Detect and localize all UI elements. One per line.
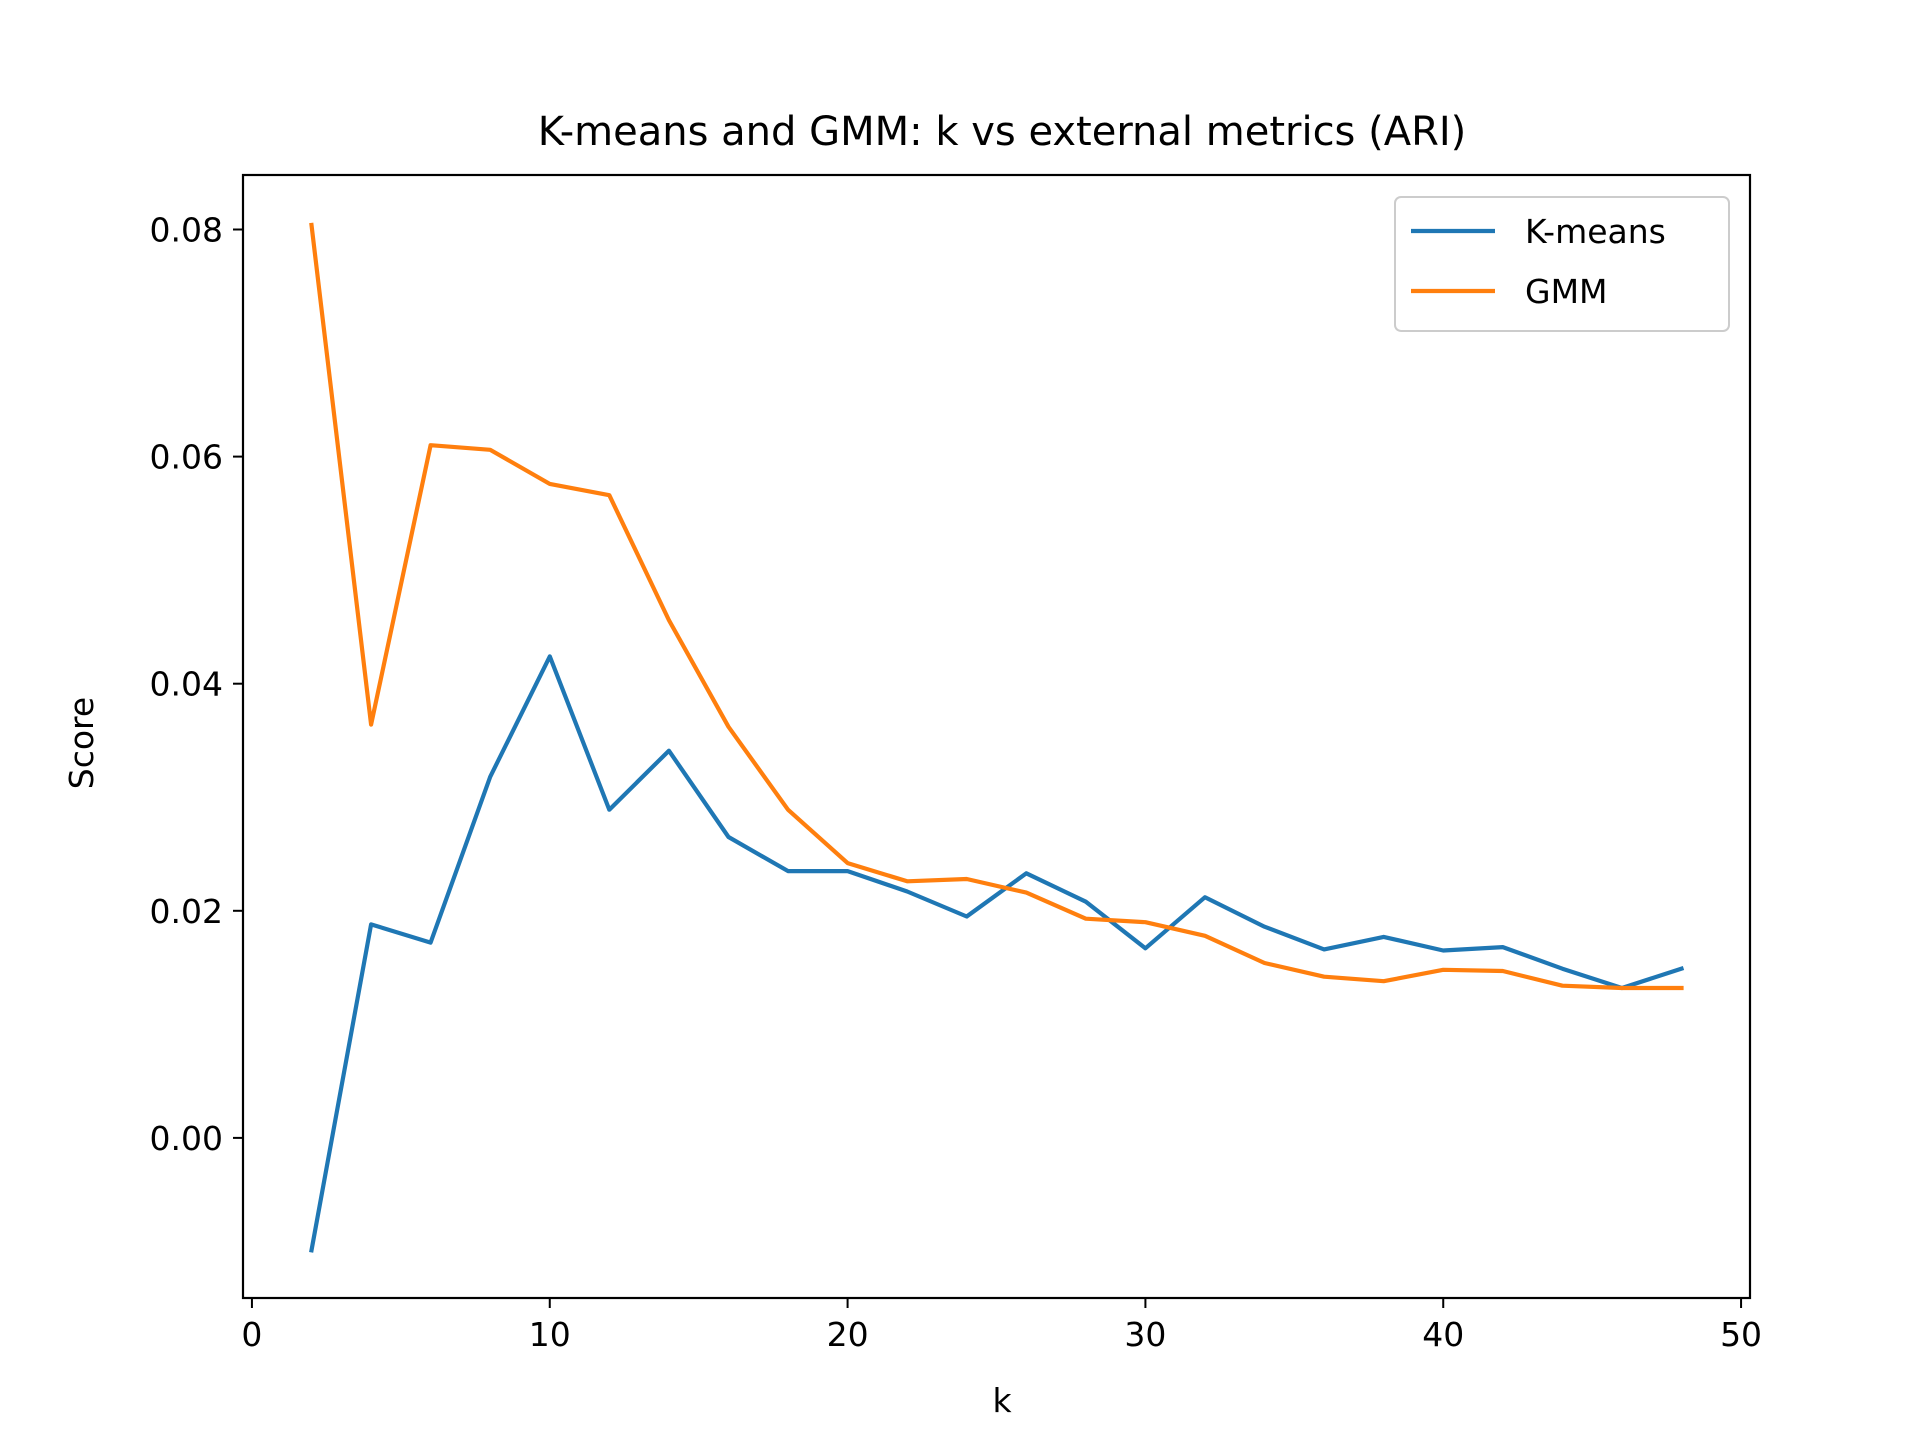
x-tick-label: 40 <box>1422 1315 1464 1354</box>
y-tick-label: 0.00 <box>150 1119 223 1158</box>
legend: K-means GMM <box>1394 196 1730 332</box>
legend-label-gmm: GMM <box>1525 272 1608 311</box>
chart-title: K-means and GMM: k vs external metrics (… <box>538 109 1467 155</box>
x-tick-label: 20 <box>827 1315 869 1354</box>
x-axis-label: k <box>992 1381 1012 1420</box>
y-axis-label: Score <box>62 697 101 789</box>
legend-label-kmeans: K-means <box>1525 212 1666 251</box>
plot-area: 0 10 20 30 40 50 0.00 0.02 0.04 0.06 0.08 <box>150 173 1762 1354</box>
y-tick-label: 0.06 <box>150 438 223 477</box>
x-tick-label: 30 <box>1124 1315 1166 1354</box>
x-tick-label: 10 <box>529 1315 571 1354</box>
series-line-gmm <box>309 222 1684 991</box>
x-tick-label: 0 <box>241 1315 262 1354</box>
y-tick-label: 0.04 <box>150 665 223 704</box>
series-line-kmeans <box>309 654 1685 1253</box>
y-tick-label: 0.08 <box>150 211 223 250</box>
axes-frame <box>241 173 1752 1300</box>
y-tick-label: 0.02 <box>150 892 223 931</box>
x-tick-label: 50 <box>1720 1315 1762 1354</box>
